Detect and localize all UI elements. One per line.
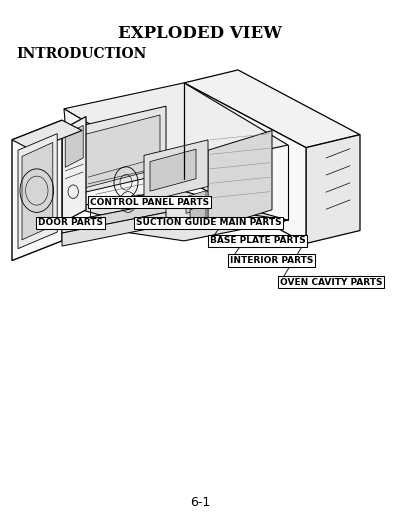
Text: INTERIOR PARTS: INTERIOR PARTS — [230, 256, 313, 265]
Text: DOOR PARTS: DOOR PARTS — [38, 218, 103, 227]
Text: OVEN CAVITY PARTS: OVEN CAVITY PARTS — [280, 278, 382, 287]
Polygon shape — [62, 202, 166, 233]
Polygon shape — [64, 83, 288, 171]
Polygon shape — [64, 109, 176, 207]
Text: BASE PLATE PARTS: BASE PLATE PARTS — [210, 236, 306, 246]
Text: 6-1: 6-1 — [190, 496, 210, 509]
Text: EXPLODED VIEW: EXPLODED VIEW — [118, 25, 282, 42]
Polygon shape — [72, 189, 288, 238]
Polygon shape — [208, 131, 272, 229]
Text: SUCTION GUIDE MAIN PARTS: SUCTION GUIDE MAIN PARTS — [136, 218, 282, 227]
Polygon shape — [306, 135, 360, 243]
Polygon shape — [65, 125, 83, 167]
Polygon shape — [12, 120, 62, 261]
Text: CONTROL PANEL PARTS: CONTROL PANEL PARTS — [90, 197, 209, 207]
Polygon shape — [150, 149, 196, 191]
Polygon shape — [190, 205, 206, 223]
Polygon shape — [18, 134, 57, 249]
Polygon shape — [62, 117, 86, 223]
Polygon shape — [12, 120, 82, 150]
Polygon shape — [22, 142, 53, 240]
Text: INTRODUCTION: INTRODUCTION — [16, 47, 146, 62]
Polygon shape — [144, 140, 208, 202]
Polygon shape — [184, 70, 360, 148]
Polygon shape — [84, 115, 160, 188]
Polygon shape — [62, 212, 166, 246]
Polygon shape — [184, 83, 306, 243]
Polygon shape — [62, 202, 288, 241]
Polygon shape — [76, 106, 166, 194]
Polygon shape — [186, 191, 206, 213]
